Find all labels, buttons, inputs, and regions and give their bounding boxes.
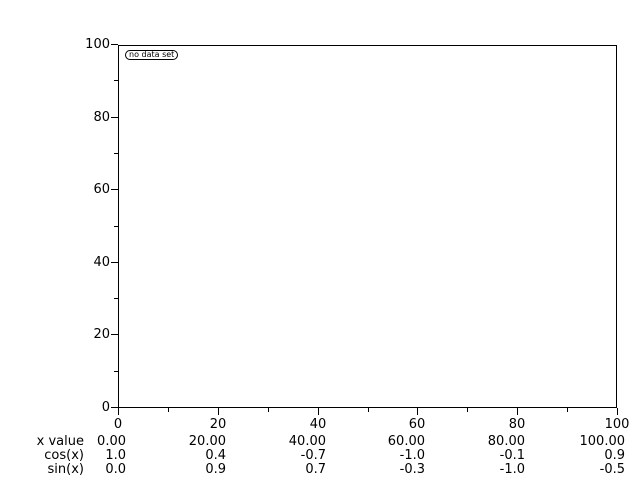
y-major-tick [111, 44, 118, 45]
y-major-tick [111, 189, 118, 190]
x-minor-tick [567, 408, 568, 412]
table-cell: 1.0 [105, 448, 126, 463]
x-major-tick [417, 408, 418, 415]
x-minor-tick [268, 408, 269, 412]
table-cell: 0.9 [205, 462, 226, 477]
table-cell: 80.00 [487, 434, 525, 449]
plot-area [118, 45, 617, 408]
y-tick-label: 60 [93, 182, 110, 197]
table-cell: 60.00 [387, 434, 425, 449]
table-cell: 0.0 [105, 462, 126, 477]
table-cell: -0.3 [399, 462, 425, 477]
table-cell: 0.7 [305, 462, 326, 477]
x-major-tick [617, 408, 618, 415]
table-cell: -0.5 [599, 462, 625, 477]
x-tick-label: 20 [209, 417, 227, 432]
y-tick-label: 40 [93, 255, 110, 270]
table-cell: 100.00 [579, 434, 626, 449]
y-tick-label: 100 [85, 37, 110, 52]
x-major-tick [218, 408, 219, 415]
y-major-tick [111, 117, 118, 118]
y-minor-tick [114, 153, 118, 154]
table-cell: -0.1 [499, 448, 525, 463]
x-tick-label: 40 [309, 417, 327, 432]
table-cell: 0.00 [97, 434, 126, 449]
x-major-tick [318, 408, 319, 415]
table-row-label: x value [36, 434, 84, 449]
y-tick-label: 80 [93, 110, 110, 125]
x-tick-label: 0 [113, 417, 123, 432]
y-minor-tick [114, 226, 118, 227]
y-minor-tick [114, 298, 118, 299]
y-major-tick [111, 407, 118, 408]
table-cell: -1.0 [399, 448, 425, 463]
legend: no data set [125, 50, 179, 60]
y-major-tick [111, 334, 118, 335]
x-minor-tick [467, 408, 468, 412]
y-tick-label: 20 [93, 327, 110, 342]
y-major-tick [111, 262, 118, 263]
table-cell: 0.9 [604, 448, 625, 463]
table-cell: 20.00 [188, 434, 226, 449]
table-cell: -1.0 [499, 462, 525, 477]
x-minor-tick [168, 408, 169, 412]
x-tick-label: 60 [408, 417, 426, 432]
table-cell: 40.00 [288, 434, 326, 449]
x-major-tick [118, 408, 119, 415]
table-row-label: cos(x) [44, 448, 84, 463]
table-cell: -0.7 [300, 448, 326, 463]
x-major-tick [517, 408, 518, 415]
x-tick-label: 100 [604, 417, 630, 432]
y-minor-tick [114, 80, 118, 81]
x-tick-label: 80 [508, 417, 526, 432]
table-row-label: sin(x) [47, 462, 84, 477]
x-minor-tick [368, 408, 369, 412]
y-tick-label: 0 [101, 400, 110, 415]
table-cell: 0.4 [205, 448, 226, 463]
y-minor-tick [114, 371, 118, 372]
legend-label: no data set [129, 50, 175, 59]
